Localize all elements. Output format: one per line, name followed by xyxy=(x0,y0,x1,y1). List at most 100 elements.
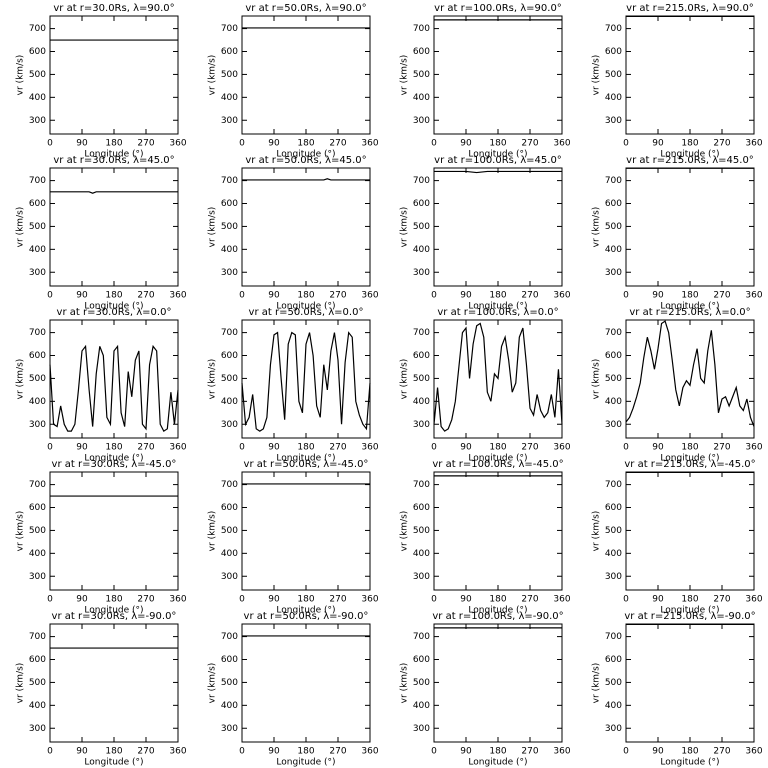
y-tick-label: 400 xyxy=(221,245,238,255)
x-tick-label: 270 xyxy=(137,291,154,301)
data-line xyxy=(49,344,179,432)
x-tick-label: 90 xyxy=(76,291,88,301)
plot-frame xyxy=(241,471,371,591)
plot-frame xyxy=(433,167,563,287)
x-tick-label: 0 xyxy=(47,595,53,605)
y-tick-label: 600 xyxy=(221,503,238,513)
x-tick-label: 90 xyxy=(652,747,664,757)
y-tick-label: 300 xyxy=(413,724,430,734)
y-tick-label: 700 xyxy=(605,24,622,34)
plot-frame xyxy=(49,471,179,591)
data-line xyxy=(241,331,371,432)
y-axis-label: vr (km/s) xyxy=(16,359,26,400)
y-tick-label: 600 xyxy=(413,351,430,361)
x-tick-label: 180 xyxy=(297,747,314,757)
y-tick-label: 400 xyxy=(221,701,238,711)
data-line xyxy=(50,191,178,194)
x-axis-label: Longitude (°) xyxy=(276,454,335,464)
x-tick-label: 0 xyxy=(239,443,245,453)
chart-title: vr at r=30.0Rs, λ=90.0° xyxy=(53,3,174,14)
y-tick-label: 600 xyxy=(605,351,622,361)
y-tick-label: 400 xyxy=(29,701,46,711)
y-tick-label: 400 xyxy=(605,397,622,407)
y-tick-label: 700 xyxy=(29,480,46,490)
y-tick-label: 600 xyxy=(29,655,46,665)
x-tick-label: 360 xyxy=(745,595,762,605)
x-tick-label: 360 xyxy=(169,291,186,301)
x-tick-label: 360 xyxy=(553,291,570,301)
data-line xyxy=(242,178,370,181)
plot-frame xyxy=(241,15,371,135)
y-tick-label: 400 xyxy=(29,397,46,407)
y-tick-label: 400 xyxy=(413,549,430,559)
x-tick-label: 180 xyxy=(105,291,122,301)
chart-title: vr at r=50.0Rs, λ=90.0° xyxy=(245,3,366,14)
x-tick-label: 360 xyxy=(361,291,378,301)
x-tick-label: 0 xyxy=(431,747,437,757)
y-tick-label: 600 xyxy=(221,199,238,209)
y-tick-label: 700 xyxy=(221,328,238,338)
y-tick-label: 600 xyxy=(221,47,238,57)
y-tick-label: 500 xyxy=(221,374,238,384)
x-tick-label: 270 xyxy=(713,139,730,149)
y-tick-label: 300 xyxy=(29,420,46,430)
chart-title: vr at r=30.0Rs, λ=45.0° xyxy=(53,155,174,166)
x-tick-label: 180 xyxy=(297,443,314,453)
x-tick-label: 90 xyxy=(652,291,664,301)
x-tick-label: 180 xyxy=(489,443,506,453)
x-tick-label: 360 xyxy=(361,747,378,757)
x-tick-label: 360 xyxy=(169,139,186,149)
x-tick-label: 0 xyxy=(431,595,437,605)
y-tick-label: 700 xyxy=(605,480,622,490)
y-axis-label: vr (km/s) xyxy=(400,511,410,552)
y-axis-label: vr (km/s) xyxy=(208,511,218,552)
x-axis-label: Longitude (°) xyxy=(84,758,143,768)
plot-frame xyxy=(625,15,755,135)
y-tick-label: 300 xyxy=(413,116,430,126)
y-axis-label: vr (km/s) xyxy=(16,55,26,96)
x-tick-label: 180 xyxy=(297,291,314,301)
x-tick-label: 360 xyxy=(553,443,570,453)
y-tick-label: 300 xyxy=(605,724,622,734)
x-tick-label: 270 xyxy=(137,595,154,605)
x-axis-label: Longitude (°) xyxy=(660,606,719,616)
x-axis-label: Longitude (°) xyxy=(468,454,527,464)
y-tick-label: 500 xyxy=(605,526,622,536)
y-tick-label: 300 xyxy=(29,572,46,582)
x-tick-label: 360 xyxy=(745,443,762,453)
plot-frame xyxy=(625,319,755,439)
y-tick-label: 600 xyxy=(413,503,430,513)
chart-title: vr at r=215.0Rs, λ=-90.0° xyxy=(624,611,755,622)
chart-title: vr at r=215.0Rs, λ=90.0° xyxy=(626,3,754,14)
x-tick-label: 0 xyxy=(623,595,629,605)
x-tick-label: 90 xyxy=(268,443,280,453)
x-axis-label: Longitude (°) xyxy=(468,150,527,160)
y-axis-label: vr (km/s) xyxy=(208,55,218,96)
y-tick-label: 300 xyxy=(605,116,622,126)
y-tick-label: 700 xyxy=(29,176,46,186)
x-tick-label: 90 xyxy=(652,443,664,453)
y-tick-label: 700 xyxy=(29,328,46,338)
x-tick-label: 180 xyxy=(681,139,698,149)
x-tick-label: 360 xyxy=(553,595,570,605)
x-tick-label: 270 xyxy=(137,139,154,149)
y-tick-label: 300 xyxy=(605,268,622,278)
y-tick-label: 600 xyxy=(29,351,46,361)
chart-title: vr at r=50.0Rs, λ=0.0° xyxy=(249,307,364,318)
y-tick-label: 700 xyxy=(413,24,430,34)
y-tick-label: 600 xyxy=(29,503,46,513)
y-tick-label: 300 xyxy=(413,572,430,582)
y-axis-label: vr (km/s) xyxy=(592,55,602,96)
x-tick-label: 0 xyxy=(47,139,53,149)
x-axis-label: Longitude (°) xyxy=(468,758,527,768)
y-axis-label: vr (km/s) xyxy=(400,207,410,248)
y-tick-label: 300 xyxy=(605,572,622,582)
x-tick-label: 180 xyxy=(489,139,506,149)
y-axis-label: vr (km/s) xyxy=(592,511,602,552)
x-tick-label: 180 xyxy=(681,443,698,453)
y-tick-label: 500 xyxy=(605,222,622,232)
x-tick-label: 270 xyxy=(137,747,154,757)
y-tick-label: 300 xyxy=(221,572,238,582)
y-tick-label: 600 xyxy=(221,351,238,361)
y-tick-label: 500 xyxy=(221,526,238,536)
